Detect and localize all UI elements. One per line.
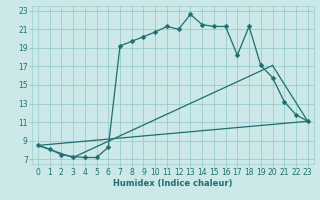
X-axis label: Humidex (Indice chaleur): Humidex (Indice chaleur) [113, 179, 233, 188]
